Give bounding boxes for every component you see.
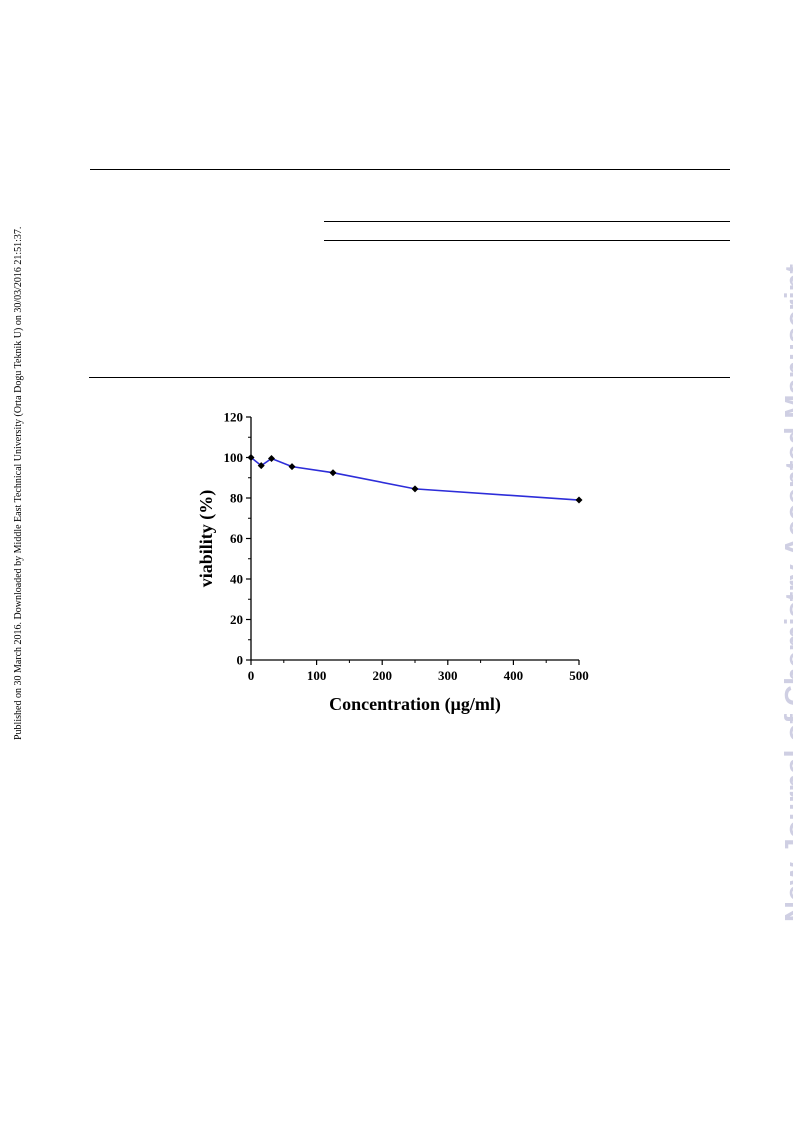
- x-tick-label: 400: [504, 668, 524, 683]
- x-tick-label: 100: [307, 668, 327, 683]
- chart-series: [247, 454, 583, 504]
- table-rule-bottom: [89, 377, 730, 378]
- x-axis-label: Concentration (µg/ml): [329, 694, 501, 715]
- x-tick-label: 300: [438, 668, 458, 683]
- chart-axes: [250, 417, 579, 661]
- table-rule-top: [90, 169, 730, 170]
- y-tick-label: 40: [230, 572, 243, 587]
- data-point: [257, 462, 265, 470]
- data-point: [575, 496, 583, 504]
- y-tick-label: 100: [224, 450, 244, 465]
- y-tick-label: 120: [224, 410, 244, 425]
- data-point: [247, 454, 255, 461]
- data-point: [411, 485, 419, 493]
- data-point: [329, 469, 337, 477]
- y-axis-label: viability (%): [196, 490, 217, 588]
- series-line: [250, 456, 580, 501]
- table-rule-mid-1: [324, 221, 730, 222]
- x-tick-label: 0: [248, 668, 255, 683]
- x-tick-label: 200: [372, 668, 392, 683]
- data-point: [268, 455, 275, 463]
- table-rule-mid-2: [324, 240, 730, 241]
- y-tick-label: 60: [230, 531, 243, 546]
- y-tick-label: 20: [230, 612, 243, 627]
- x-tick-label: 500: [569, 668, 589, 683]
- y-tick-label: 80: [230, 491, 243, 506]
- y-tick-label: 0: [237, 653, 244, 668]
- data-point: [288, 463, 296, 471]
- chart-ticks: 0 20 40 60 80 100 120 0 100 200 300 400 500: [224, 410, 589, 684]
